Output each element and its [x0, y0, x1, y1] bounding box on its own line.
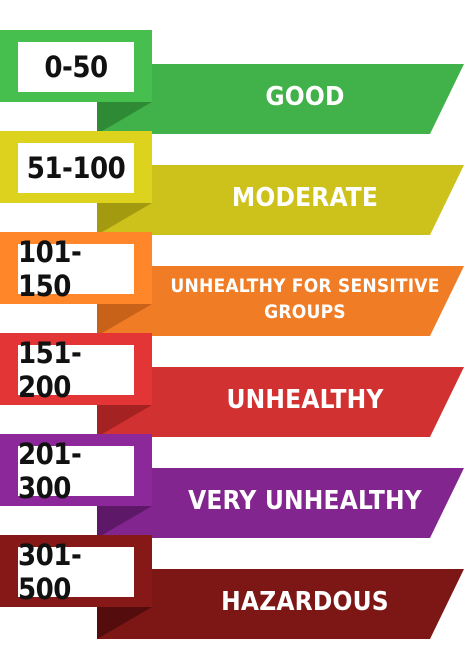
range-label-box	[18, 42, 134, 92]
range-label-box	[18, 143, 134, 193]
banner-shadow	[97, 506, 152, 538]
range-label: 0-50	[44, 50, 108, 84]
range-label: 301-500	[18, 538, 82, 606]
category-label: MODERATE	[231, 183, 379, 213]
range-label-box	[18, 345, 134, 395]
level-hazardous: 301-500 HAZARDOUS	[0, 535, 474, 639]
range-label: 51-100	[26, 151, 126, 185]
banner-shadow	[97, 203, 152, 235]
level-unhealthy: 151-200 UNHEALTHY	[0, 333, 474, 437]
range-label: 101-150	[18, 235, 82, 303]
category-label: HAZARDOUS	[221, 587, 389, 617]
level-graphic	[0, 333, 464, 437]
banner-shadow	[97, 304, 152, 336]
level-moderate: 51-100 MODERATE	[0, 131, 474, 235]
category-label: UNHEALTHY	[226, 385, 384, 415]
category-banner	[97, 468, 464, 538]
category-banner	[97, 367, 464, 437]
category-banner	[97, 165, 464, 235]
level-very-unhealthy: 201-300 VERY UNHEALTHY	[0, 434, 474, 538]
category-banner	[97, 266, 464, 336]
level-graphic	[0, 535, 464, 639]
range-label-box	[18, 244, 134, 294]
banner-shadow	[97, 405, 152, 437]
category-label: UNHEALTHY FOR SENSITIVE GROUPS	[170, 275, 440, 323]
category-banner	[97, 64, 464, 134]
category-label: VERY UNHEALTHY	[188, 486, 422, 516]
level-graphic	[0, 232, 464, 336]
range-label: 151-200	[18, 336, 82, 404]
level-graphic	[0, 434, 464, 538]
level-graphic	[0, 131, 464, 235]
range-label-box	[18, 547, 134, 597]
range-label: 201-300	[18, 437, 82, 505]
level-good: 0-50 GOOD	[0, 30, 474, 134]
banner-shadow	[97, 102, 152, 134]
level-unhealthy-for-sensitive-groups: 101-150 UNHEALTHY FOR SENSITIVE GROUPS	[0, 232, 474, 336]
category-label: GOOD	[265, 82, 345, 112]
level-graphic	[0, 30, 464, 134]
banner-shadow	[97, 607, 152, 639]
range-label-box	[18, 446, 134, 496]
category-banner	[97, 569, 464, 639]
